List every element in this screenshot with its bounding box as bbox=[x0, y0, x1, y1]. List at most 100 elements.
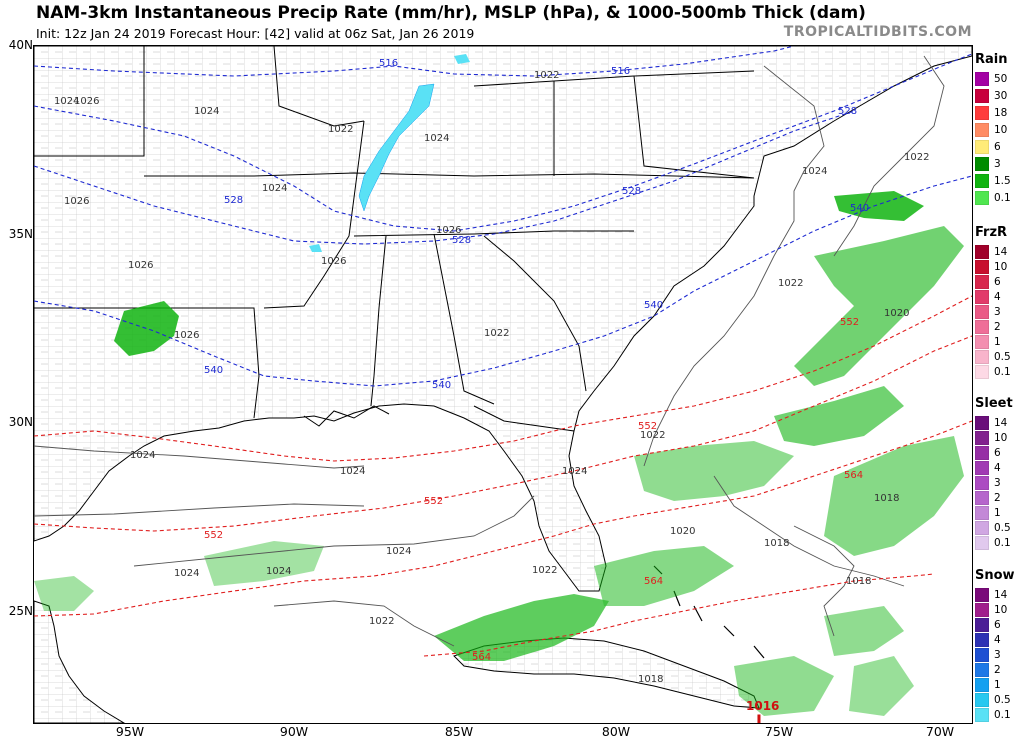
low-pressure-center: L bbox=[756, 711, 766, 723]
legend-swatch bbox=[975, 491, 989, 506]
legend-swatch bbox=[975, 106, 989, 121]
legend-level: 10 bbox=[994, 604, 1008, 617]
thickness-label: 540 bbox=[204, 365, 223, 376]
isobar-label: 1024 bbox=[54, 96, 79, 107]
legend-swatch bbox=[975, 174, 989, 189]
legend-entry-frzr: 6 bbox=[975, 275, 1001, 290]
lon-label-85w: 85W bbox=[444, 724, 474, 739]
isobar-label: 1024 bbox=[262, 183, 287, 194]
legend-entry-snow: 2 bbox=[975, 663, 1001, 678]
isobar-label: 1026 bbox=[64, 196, 89, 207]
legend-entry-snow: 6 bbox=[975, 618, 1001, 633]
isobar-label: 1022 bbox=[484, 328, 509, 339]
legend-entry-frzr: 3 bbox=[975, 305, 1001, 320]
lat-label-35n: 35N bbox=[8, 227, 33, 241]
legend-entry-rain: 50 bbox=[975, 72, 1007, 87]
isobar-label: 1022 bbox=[640, 430, 665, 441]
legend-swatch bbox=[975, 633, 989, 648]
legend-level: 10 bbox=[994, 432, 1008, 445]
legend-entry-sleet: 4 bbox=[975, 461, 1001, 476]
map-svg: 1024 1026 1024 1022 1024 1026 1026 1026 … bbox=[34, 46, 972, 723]
legend-level: 14 bbox=[994, 589, 1008, 602]
lon-label-90w: 90W bbox=[279, 724, 309, 739]
legend-swatch bbox=[975, 648, 989, 663]
thickness-label: 552 bbox=[638, 421, 657, 432]
legend-swatch bbox=[975, 446, 989, 461]
legend-entry-rain: 10 bbox=[975, 123, 1007, 138]
legend-entry-sleet: 14 bbox=[975, 416, 1007, 431]
isobar-label: 1024 bbox=[194, 106, 219, 117]
legend-swatch bbox=[975, 89, 989, 104]
thickness-label: 516 bbox=[379, 58, 398, 69]
legend-swatch bbox=[975, 123, 989, 138]
legend-level: 0.5 bbox=[994, 351, 1011, 364]
thickness-label: 528 bbox=[838, 106, 857, 117]
legend-entry-frzr: 1 bbox=[975, 335, 1001, 350]
legend-level: 6 bbox=[994, 276, 1001, 289]
isobar-label: 1026 bbox=[174, 330, 199, 341]
legend-swatch bbox=[975, 416, 989, 431]
legend-entry-rain: 18 bbox=[975, 106, 1007, 121]
legend-swatch bbox=[975, 191, 989, 206]
isobar-label: 1024 bbox=[424, 133, 449, 144]
legend-swatch bbox=[975, 536, 989, 551]
legend-swatch bbox=[975, 350, 989, 365]
legend-entry-snow: 1 bbox=[975, 678, 1001, 693]
legend-swatch bbox=[975, 431, 989, 446]
legend-swatch bbox=[975, 603, 989, 618]
legend-swatch bbox=[975, 588, 989, 603]
legend-entry-frzr: 2 bbox=[975, 320, 1001, 335]
isobar-label: 1022 bbox=[904, 152, 929, 163]
legend-level: 3 bbox=[994, 158, 1001, 171]
thickness-label: 552 bbox=[424, 496, 443, 507]
legend-entry-frzr: 0.1 bbox=[975, 365, 1011, 380]
legend-level: 0.5 bbox=[994, 522, 1011, 535]
isobar-label: 1016 bbox=[746, 699, 779, 713]
legend-swatch bbox=[975, 305, 989, 320]
thickness-label: 528 bbox=[622, 186, 641, 197]
legend-level: 0.5 bbox=[994, 694, 1011, 707]
legend-swatch bbox=[975, 72, 989, 87]
thickness-label: 552 bbox=[840, 317, 859, 328]
legend-swatch bbox=[975, 245, 989, 260]
isobar-label: 1024 bbox=[562, 466, 587, 477]
isobar-label: 1022 bbox=[778, 278, 803, 289]
legend-title-sleet: Sleet bbox=[975, 396, 1013, 411]
legend-title-frzr: FrzR bbox=[975, 225, 1008, 240]
thickness-label: 564 bbox=[844, 470, 863, 481]
legend-entry-snow: 0.5 bbox=[975, 693, 1011, 708]
legend-swatch bbox=[975, 521, 989, 536]
legend-swatch bbox=[975, 140, 989, 155]
isobar-label: 1020 bbox=[884, 308, 909, 319]
legend-entry-snow: 14 bbox=[975, 588, 1007, 603]
isobar-label: 1024 bbox=[130, 450, 155, 461]
lat-label-25n: 25N bbox=[8, 604, 33, 618]
legend-entry-sleet: 2 bbox=[975, 491, 1001, 506]
brand-watermark: TROPICALTIDBITS.COM bbox=[783, 24, 972, 40]
legend-level: 4 bbox=[994, 634, 1001, 647]
isobar-label: 1022 bbox=[328, 124, 353, 135]
thickness-blue-lines bbox=[34, 46, 972, 387]
isobar-label: 1018 bbox=[638, 674, 663, 685]
legend-title-rain: Rain bbox=[975, 52, 1008, 67]
legend-entry-sleet: 3 bbox=[975, 476, 1001, 491]
legend-entry-sleet: 10 bbox=[975, 431, 1007, 446]
legend-level: 1 bbox=[994, 679, 1001, 692]
legend-swatch bbox=[975, 260, 989, 275]
legend-level: 3 bbox=[994, 306, 1001, 319]
legend-entry-rain: 0.1 bbox=[975, 191, 1011, 206]
legend-swatch bbox=[975, 335, 989, 350]
legend-entry-snow: 4 bbox=[975, 633, 1001, 648]
legend-entry-sleet: 0.1 bbox=[975, 536, 1011, 551]
legend-entry-rain: 3 bbox=[975, 157, 1001, 172]
legend-swatch bbox=[975, 618, 989, 633]
legend-level: 14 bbox=[994, 246, 1008, 259]
legend-swatch bbox=[975, 506, 989, 521]
legend-swatch bbox=[975, 708, 989, 723]
legend-swatch bbox=[975, 157, 989, 172]
isobar-label: 1024 bbox=[266, 566, 291, 577]
lon-label-70w: 70W bbox=[925, 724, 955, 739]
legend-entry-sleet: 1 bbox=[975, 506, 1001, 521]
legend-swatch bbox=[975, 275, 989, 290]
legend-entry-snow: 0.1 bbox=[975, 708, 1011, 723]
